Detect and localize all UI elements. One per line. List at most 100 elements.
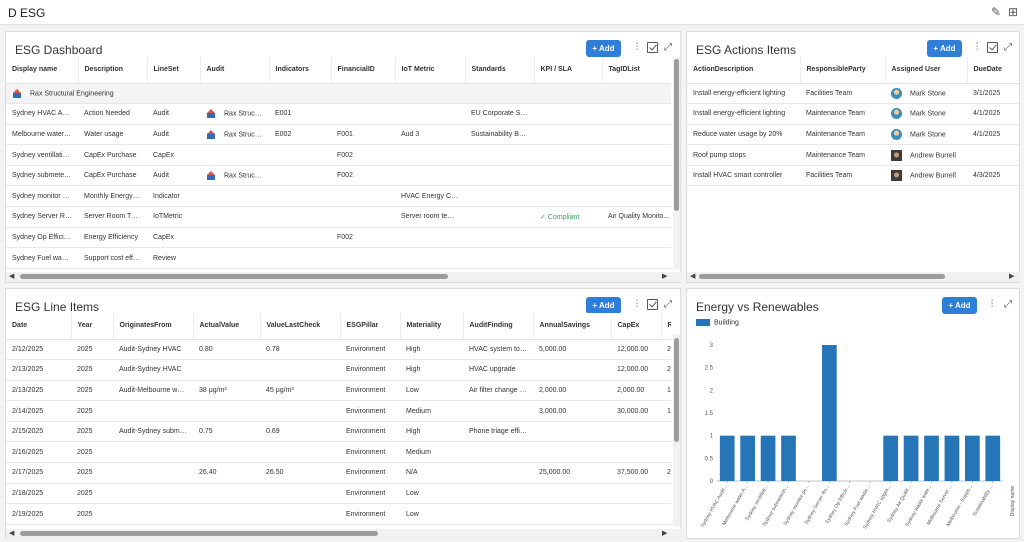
column-header[interactable]: TagIDList [602,57,671,84]
expand-icon[interactable]: ⤢ [664,299,672,310]
column-header[interactable]: Date [6,313,72,340]
select-checkbox-icon[interactable] [647,42,658,53]
cell-text: Install energy-efficient lighting [693,110,786,118]
table-cell [534,165,602,187]
column-header[interactable]: AuditFinding [463,313,534,340]
chart-bar[interactable] [903,435,919,481]
chart-bar[interactable] [719,435,735,481]
expand-icon[interactable]: ⤢ [664,42,672,53]
cell-text: 12,000.00 [617,345,649,353]
column-header[interactable]: DueDate [967,57,1019,84]
column-header[interactable]: LineSet [147,57,201,84]
column-header[interactable]: Year [71,313,114,340]
column-header[interactable]: Audit [200,57,270,84]
add-button[interactable]: + Add [586,40,621,57]
table-row[interactable]: 2/13/2025 2025 Audit-Melbourne wat... 38 μg… [6,380,671,402]
chart-bar[interactable] [985,435,1001,481]
table-row[interactable]: Sydney HVAC Audi... Action Needed Audit Rax… [6,103,671,125]
table-row[interactable]: 2/16/2025 2025 Environment Medium [6,441,671,464]
column-header[interactable]: Materiality [400,313,464,340]
chart-bar[interactable] [781,435,796,481]
cell-text: 28 [667,469,671,477]
table-row[interactable]: 2/15/2025 2025 Audit-Sydney subme... 0.75 0.… [6,421,671,443]
filter-icon[interactable]: ⫶ [635,299,639,310]
table-row[interactable]: 2/13/2025 2025 Audit-Sydney HVAC Environmen… [6,359,671,381]
cell-text: 2/12/2025 [12,345,44,353]
chart-bar[interactable] [965,435,980,481]
horizontal-scrollbar[interactable]: ◀ ▶ [687,272,1020,282]
column-header[interactable]: AnnualSavings [533,313,612,340]
column-header[interactable]: Description [78,57,148,84]
cell-text: 4/1/2025 [973,130,1001,138]
table-row[interactable]: Melbourne water A... Water usage Audit Rax … [6,124,671,146]
column-header[interactable]: ActualValue [193,313,261,340]
table-cell [200,227,269,249]
column-header[interactable]: CapEx [611,313,662,340]
table-row[interactable]: Sydney submeteri... CapEx Purchase Audit Ra… [6,165,671,187]
table-row[interactable]: 2/18/2025 2025 Environment Low [6,483,671,505]
column-header[interactable]: ValueLastCheck [260,313,341,340]
chart-bar[interactable] [883,435,898,481]
chart-legend[interactable]: Building [696,319,739,326]
column-header[interactable]: RO [661,313,671,340]
chart-bar[interactable] [740,435,755,481]
table-row[interactable]: 2/12/2025 2025 Audit-Sydney HVAC 0.80 0.78 En… [6,339,671,361]
table-row[interactable]: Install energy-efficient lighting Mainten… [687,103,1019,125]
column-header[interactable]: ResponsibleParty [800,57,886,84]
table-cell [269,165,331,187]
filter-icon[interactable]: ⫶ [990,299,994,310]
vertical-scrollbar[interactable] [673,334,680,526]
chart-bar[interactable] [924,435,939,481]
esg-actions-panel: ESG Actions Items + Add ⫶ ⤢ ActionDescri… [686,31,1020,283]
column-header[interactable]: Display name [6,57,79,84]
table-cell: Maintenance Team [800,144,885,166]
table-row[interactable]: 2/14/2025 2025 Environment Medium 3,000.00 30… [6,400,671,422]
chart-bar[interactable] [760,435,776,481]
select-checkbox-icon[interactable] [647,299,658,310]
chart-bar[interactable] [944,435,960,481]
column-header[interactable]: Standards [465,57,535,84]
table-row[interactable]: Sydney monitor pe... Monthly Energy C... I… [6,185,671,208]
filter-icon[interactable]: ⫶ [975,42,979,53]
cell-text: Water usage [84,130,124,138]
column-header[interactable]: FinancialID [331,57,396,84]
table-row[interactable]: Install energy-efficient lighting Facilit… [687,83,1019,105]
table-row[interactable]: 2/19/2025 2025 Environment Low [6,503,671,525]
layout-grid-icon[interactable]: ⊞ [1007,5,1019,19]
table-row[interactable]: Reduce water usage by 20% Maintenance Tea… [687,124,1019,146]
table-row[interactable]: 2/17/2025 2025 26.40 26.50 Environment N/A 25,… [6,462,671,484]
table-row[interactable]: Roof pump stops Maintenance Team Andrew Bu… [687,144,1019,166]
column-header[interactable]: ESGPillar [340,313,401,340]
table-row[interactable]: Sydney Op Efficien... Energy Efficiency Ca… [6,227,671,249]
column-header[interactable]: Assigned User [885,57,968,84]
cell-text: 2025 [77,489,93,497]
table-cell: 2/12/2025 [6,339,71,361]
cell-text: Audit [153,172,169,180]
chart-bar[interactable] [822,345,837,481]
table-row[interactable]: Sydney Fuel waste... Support cost effic..… [6,247,671,269]
column-header[interactable]: Indicators [269,57,332,84]
column-header[interactable]: ActionDescription [687,57,801,84]
table-row[interactable]: Sydney ventillation... CapEx Purchase CapE… [6,144,671,166]
select-checkbox-icon[interactable] [987,42,998,53]
table-cell: 3,000.00 [533,400,611,422]
filter-icon[interactable]: ⫶ [635,42,639,53]
table-cell: HVAC Energy Consu [395,185,465,208]
group-row[interactable]: Rax Structural Engineering [6,83,671,105]
column-header[interactable]: KPI / SLA [534,57,603,84]
vertical-scrollbar[interactable] [673,57,680,269]
table-row[interactable]: Sydney Server Roo... Server Room Tem... Io… [6,206,671,228]
column-header[interactable]: OriginatesFrom [113,313,194,340]
expand-icon[interactable]: ⤢ [1004,42,1012,53]
x-axis-title: Display name [1010,486,1016,517]
expand-icon[interactable]: ⤢ [1004,299,1012,310]
add-button[interactable]: + Add [586,297,621,314]
add-button[interactable]: + Add [942,297,977,314]
table-row[interactable]: Install HVAC smart controller Facilities … [687,165,1019,187]
horizontal-scrollbar[interactable]: ◀ ▶ [6,529,681,539]
horizontal-scrollbar[interactable]: ◀ ▶ [6,272,681,282]
table-cell: 28 [661,339,671,361]
column-header[interactable]: IoT Metric [395,57,466,84]
edit-icon[interactable]: ✎ [990,5,1002,19]
add-button[interactable]: + Add [927,40,962,57]
